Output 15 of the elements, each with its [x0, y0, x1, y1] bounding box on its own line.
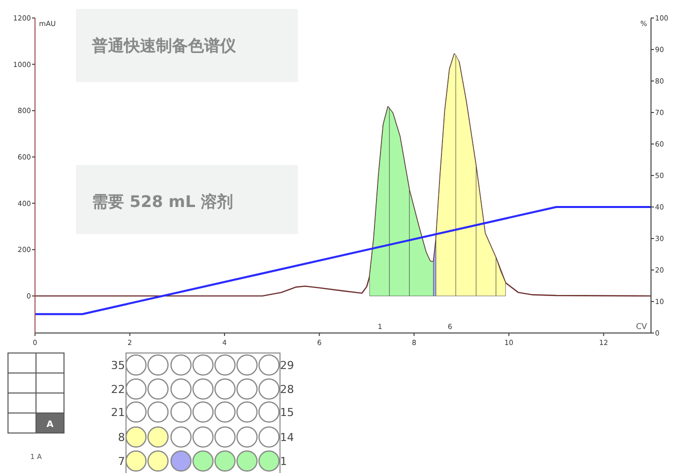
text: 22: [111, 383, 125, 396]
text: 35: [111, 359, 125, 372]
text: 15: [280, 406, 294, 419]
text: 1: [280, 455, 287, 468]
line-series: [34, 53, 652, 297]
text: 14: [280, 431, 294, 444]
x-axis-title: CV: [636, 322, 648, 331]
text: 21: [111, 406, 125, 419]
text: 8: [118, 431, 125, 444]
annotation: 普通快速制备色谱仪: [91, 36, 237, 55]
text: 28: [280, 383, 294, 396]
annotation: 需要 528 mL 溶剂: [92, 192, 233, 211]
text: A: [46, 420, 54, 430]
text: 29: [280, 359, 294, 372]
text: 7: [118, 455, 125, 468]
